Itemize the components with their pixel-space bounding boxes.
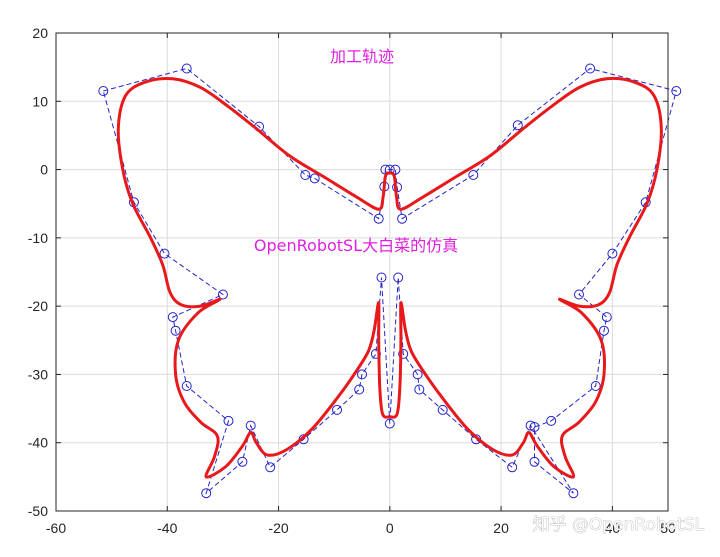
- watermark: 知乎 @OpenRobotSL: [533, 515, 705, 535]
- control-point: [332, 404, 342, 415]
- control-point: [525, 420, 536, 431]
- control-point: [384, 418, 395, 429]
- control-point: [414, 384, 425, 395]
- control-point: [398, 348, 409, 359]
- control-point: [309, 173, 320, 184]
- annotation-simulation: OpenRobotSL大白菜的仿真: [254, 236, 458, 255]
- control-point: [245, 420, 256, 431]
- axis-ticks: -60 -40 -20 0 20 40 50 -50 -40 -30 -20 -10 0 10 20: [28, 25, 676, 536]
- control-point: [599, 325, 609, 336]
- control-point: [300, 170, 311, 180]
- y-tick-label: 20: [32, 25, 48, 41]
- y-tick-label: -20: [28, 298, 48, 314]
- control-point: [217, 289, 228, 300]
- y-tick-label: -30: [28, 366, 48, 382]
- control-point: [201, 488, 212, 499]
- control-point: [507, 462, 518, 473]
- control-point: [574, 289, 584, 300]
- control-point: [468, 170, 479, 180]
- control-point: [223, 415, 234, 426]
- x-tick-label: -60: [46, 520, 66, 536]
- x-tick-label: 0: [386, 520, 394, 536]
- control-point: [181, 63, 192, 74]
- control-point: [390, 164, 401, 175]
- curve-line: [116, 77, 663, 479]
- control-point: [98, 86, 109, 96]
- control-point: [529, 456, 540, 467]
- machining-path-curve: [116, 77, 663, 479]
- control-point: [590, 381, 601, 391]
- y-tick-label: 10: [32, 93, 48, 109]
- x-tick-label: 20: [493, 520, 509, 536]
- control-point: [354, 384, 365, 395]
- control-point: [568, 488, 579, 499]
- control-point: [357, 369, 367, 380]
- control-point: [397, 213, 408, 224]
- annotation-title: 加工轨迹: [330, 47, 394, 66]
- y-tick-label: -40: [28, 435, 48, 451]
- control-point: [376, 272, 387, 283]
- control-point: [237, 456, 248, 467]
- y-tick-label: 0: [40, 162, 48, 178]
- grid: [55, 32, 669, 512]
- control-point: [607, 248, 618, 259]
- control-point: [393, 272, 404, 283]
- x-tick-label: 50: [660, 520, 676, 536]
- x-tick-label: -40: [157, 520, 177, 536]
- x-tick-label: 40: [605, 520, 621, 536]
- control-point: [601, 312, 612, 323]
- control-point: [412, 369, 423, 380]
- y-tick-label: -50: [28, 503, 48, 519]
- control-point: [437, 404, 448, 415]
- control-point: [546, 415, 557, 426]
- y-tick-label: -10: [28, 230, 48, 246]
- control-point: [181, 381, 192, 391]
- control-point: [671, 86, 682, 96]
- control-point: [170, 325, 181, 336]
- control-point: [373, 213, 384, 224]
- control-point: [167, 312, 178, 323]
- x-tick-label: -20: [268, 520, 288, 536]
- plot-background: [56, 33, 668, 511]
- control-point: [512, 120, 523, 131]
- control-point: [265, 462, 276, 473]
- control-point: [159, 248, 170, 259]
- control-point: [585, 63, 596, 74]
- plot-frame: [55, 32, 669, 512]
